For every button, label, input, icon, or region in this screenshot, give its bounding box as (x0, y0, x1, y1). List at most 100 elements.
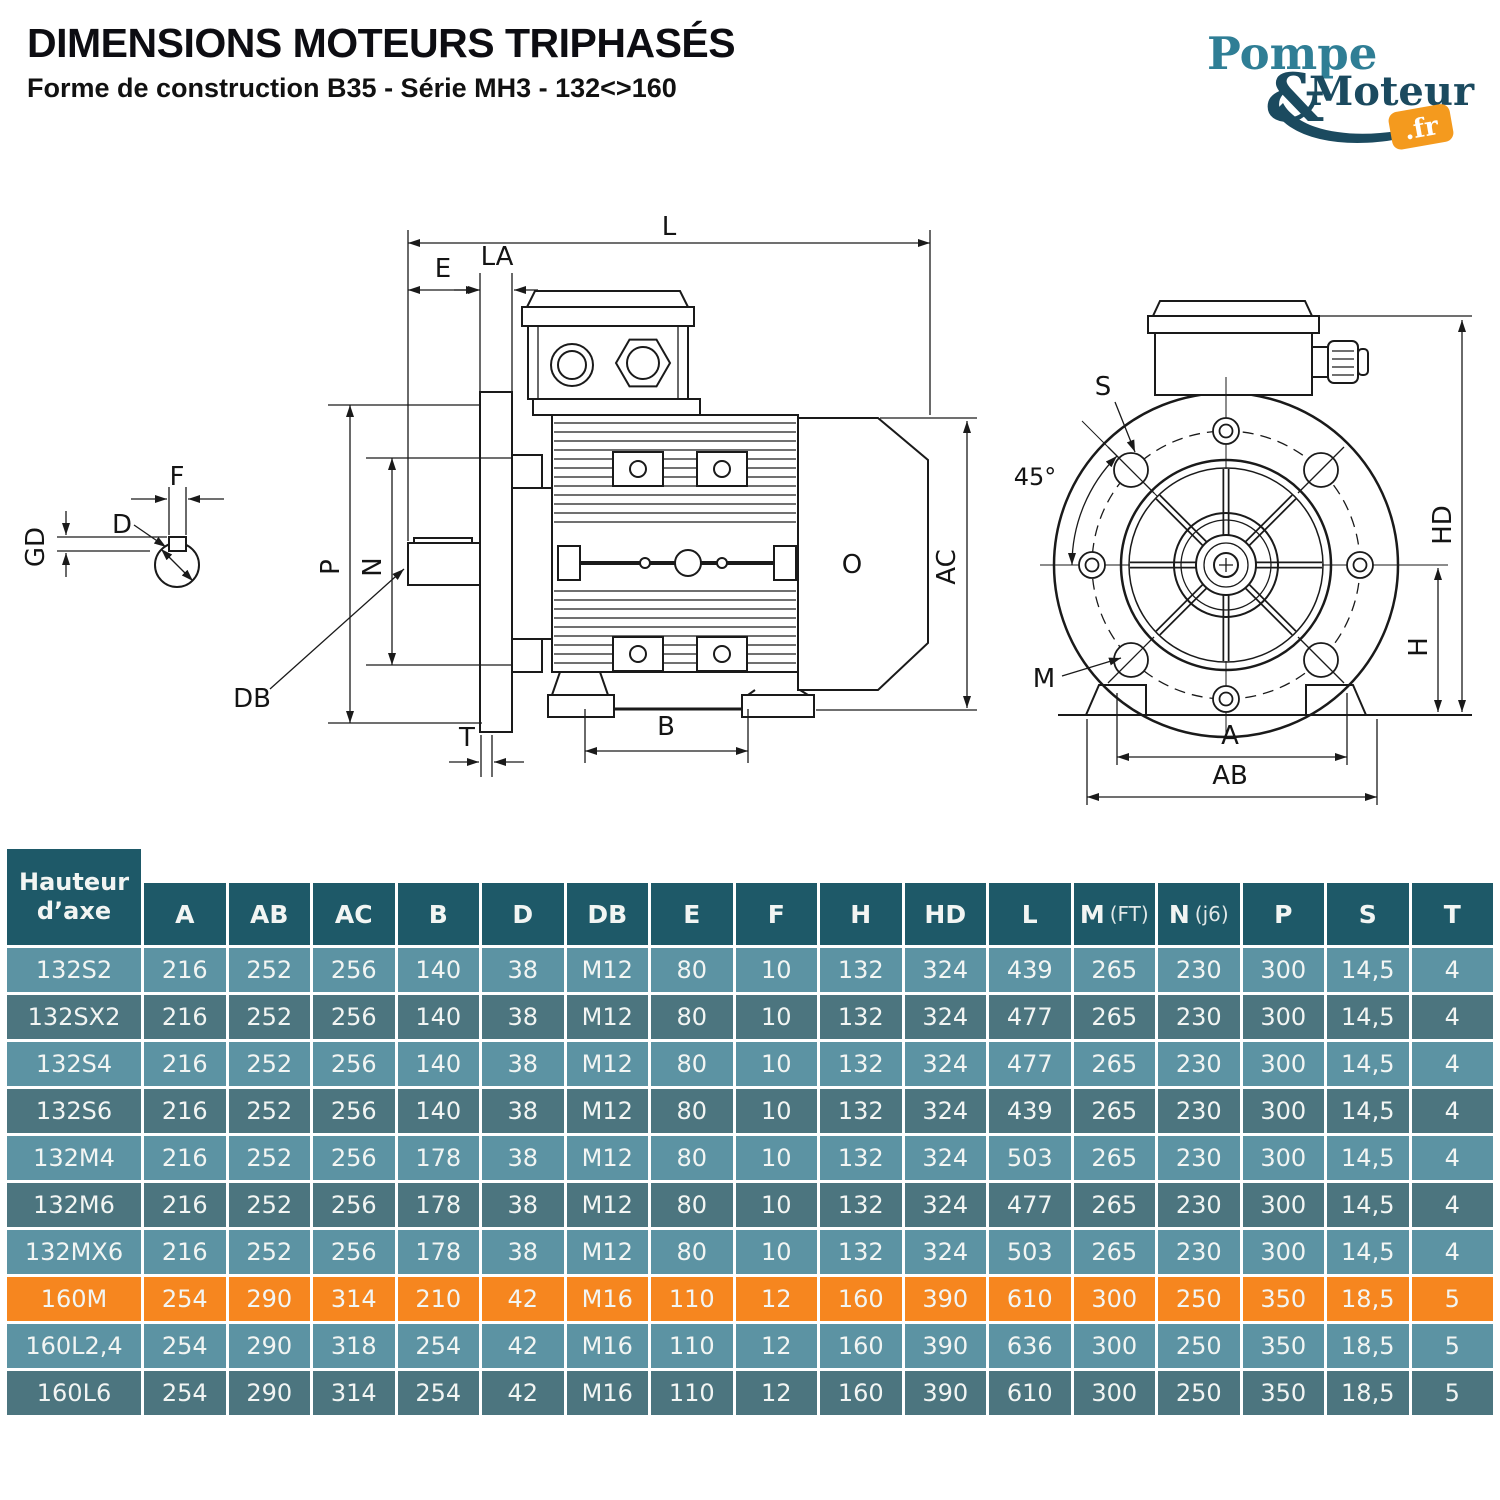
table-cell: 4 (1408, 1133, 1496, 1183)
front-view-drawing (1040, 300, 1472, 805)
table-cell: 12 (732, 1368, 820, 1418)
column-header-f: F (732, 846, 820, 948)
table-cell: 290 (225, 1274, 313, 1324)
table-cell: 110 (648, 1321, 736, 1371)
table-cell: 610 (986, 1274, 1074, 1324)
table-cell: 10 (732, 992, 820, 1042)
table-row-132sx2: 132SX2 216 252 256 140 38 M12 80 10 132 324 477 265 2… (4, 992, 1496, 1042)
page-title: DIMENSIONS MOTEURS TRIPHASÉS (27, 20, 736, 66)
table-cell: 324 (901, 1133, 989, 1183)
table-cell: 265 (1070, 1180, 1158, 1230)
dim-label-hd: HD (1428, 505, 1458, 545)
table-cell: 439 (986, 1086, 1074, 1136)
column-header-e: E (648, 846, 736, 948)
table-cell: 254 (141, 1368, 229, 1418)
table-cell: 250 (1155, 1368, 1243, 1418)
row-header: 160L6 (4, 1368, 144, 1418)
row-header: 132M4 (4, 1133, 144, 1183)
table-cell: 140 (394, 992, 482, 1042)
table-cell: 230 (1155, 1039, 1243, 1089)
shaft-section-drawing (57, 487, 224, 588)
table-cell: 10 (732, 945, 820, 995)
column-header-b: B (394, 846, 482, 948)
table-cell: 216 (141, 945, 229, 995)
table-cell: 390 (901, 1274, 989, 1324)
table-cell: 4 (1408, 1039, 1496, 1089)
row-header: 160L2,4 (4, 1321, 144, 1371)
table-cell: 636 (986, 1321, 1074, 1371)
logo-fr-badge: .fr (1388, 104, 1454, 150)
technical-drawings: F GD D (0, 195, 1500, 840)
table-cell: 4 (1408, 945, 1496, 995)
table-cell: 216 (141, 992, 229, 1042)
table-cell: 10 (732, 1227, 820, 1277)
table-cell: 5 (1408, 1321, 1496, 1371)
table-cell: 38 (479, 1227, 567, 1277)
table-cell: 439 (986, 945, 1074, 995)
flange-screws (1107, 446, 1345, 684)
table-cell: 10 (732, 1039, 820, 1089)
dim-label-ab: AB (1212, 761, 1248, 791)
table-cell: 252 (225, 1227, 313, 1277)
table-cell: 300 (1070, 1368, 1158, 1418)
table-row-132m4: 132M4 216 252 256 178 38 M12 80 10 132 324 503 265 23… (4, 1133, 1496, 1183)
table-cell: 80 (648, 1039, 736, 1089)
cable-gland-front (1327, 340, 1359, 384)
table-cell: 265 (1070, 1086, 1158, 1136)
table-cell: 110 (648, 1368, 736, 1418)
dim-label-n: N (358, 557, 388, 576)
table-cell: 300 (1239, 1227, 1327, 1277)
table-cell: 132 (817, 1180, 905, 1230)
table-cell: 10 (732, 1180, 820, 1230)
table-cell: 265 (1070, 1227, 1158, 1277)
table-cell: 300 (1239, 992, 1327, 1042)
table-cell: 5 (1408, 1274, 1496, 1324)
table-cell: 300 (1239, 945, 1327, 995)
table-cell: 300 (1239, 1086, 1327, 1136)
table-cell: 314 (310, 1368, 398, 1418)
table-cell: 290 (225, 1368, 313, 1418)
table-cell: 18,5 (1324, 1274, 1412, 1324)
table-cell: 265 (1070, 1039, 1158, 1089)
table-cell: 10 (732, 1133, 820, 1183)
table-cell: 80 (648, 992, 736, 1042)
table-cell: 14,5 (1324, 1133, 1412, 1183)
table-cell: 256 (310, 1133, 398, 1183)
table-header: Hauteur d’axe A AB AC B D DB E F H HD L M (FT) N (j6) P S… (4, 846, 1496, 948)
table-cell: 14,5 (1324, 1227, 1412, 1277)
dim-label-s: S (1095, 372, 1112, 402)
row-header: 132S4 (4, 1039, 144, 1089)
table-cell: 230 (1155, 1180, 1243, 1230)
table-cell: 230 (1155, 1227, 1243, 1277)
table-cell: 80 (648, 945, 736, 995)
column-header-a: A (141, 846, 229, 948)
table-cell: 256 (310, 1227, 398, 1277)
table-cell: 265 (1070, 992, 1158, 1042)
dim-label-m: M (1033, 664, 1055, 694)
front-foot (547, 694, 615, 718)
table-cell: 324 (901, 1086, 989, 1136)
table-cell: 610 (986, 1368, 1074, 1418)
dim-label-la: LA (481, 242, 514, 272)
column-header-db: DB (563, 846, 651, 948)
table-cell: 178 (394, 1180, 482, 1230)
table-cell: 216 (141, 1133, 229, 1183)
table-cell: 216 (141, 1039, 229, 1089)
table-cell: 256 (310, 1039, 398, 1089)
dim-label-ac: AC (932, 549, 962, 584)
table-cell: 350 (1239, 1368, 1327, 1418)
table-cell: 38 (479, 1133, 567, 1183)
dim-label-45deg: 45° (1014, 463, 1057, 491)
table-cell: 4 (1408, 1086, 1496, 1136)
table-cell: 250 (1155, 1321, 1243, 1371)
table-cell: 503 (986, 1227, 1074, 1277)
fan-cover (797, 417, 929, 691)
table-cell: 14,5 (1324, 992, 1412, 1042)
table-cell: 230 (1155, 945, 1243, 995)
dim-label-f: F (170, 462, 185, 492)
table-cell: 252 (225, 945, 313, 995)
dim-label-o: O (842, 550, 862, 580)
dimensions-table: Hauteur d’axe A AB AC B D DB E F H HD L M (FT) N (j6) P S… (4, 846, 1496, 1418)
table-cell: 252 (225, 992, 313, 1042)
table-cell: 4 (1408, 992, 1496, 1042)
